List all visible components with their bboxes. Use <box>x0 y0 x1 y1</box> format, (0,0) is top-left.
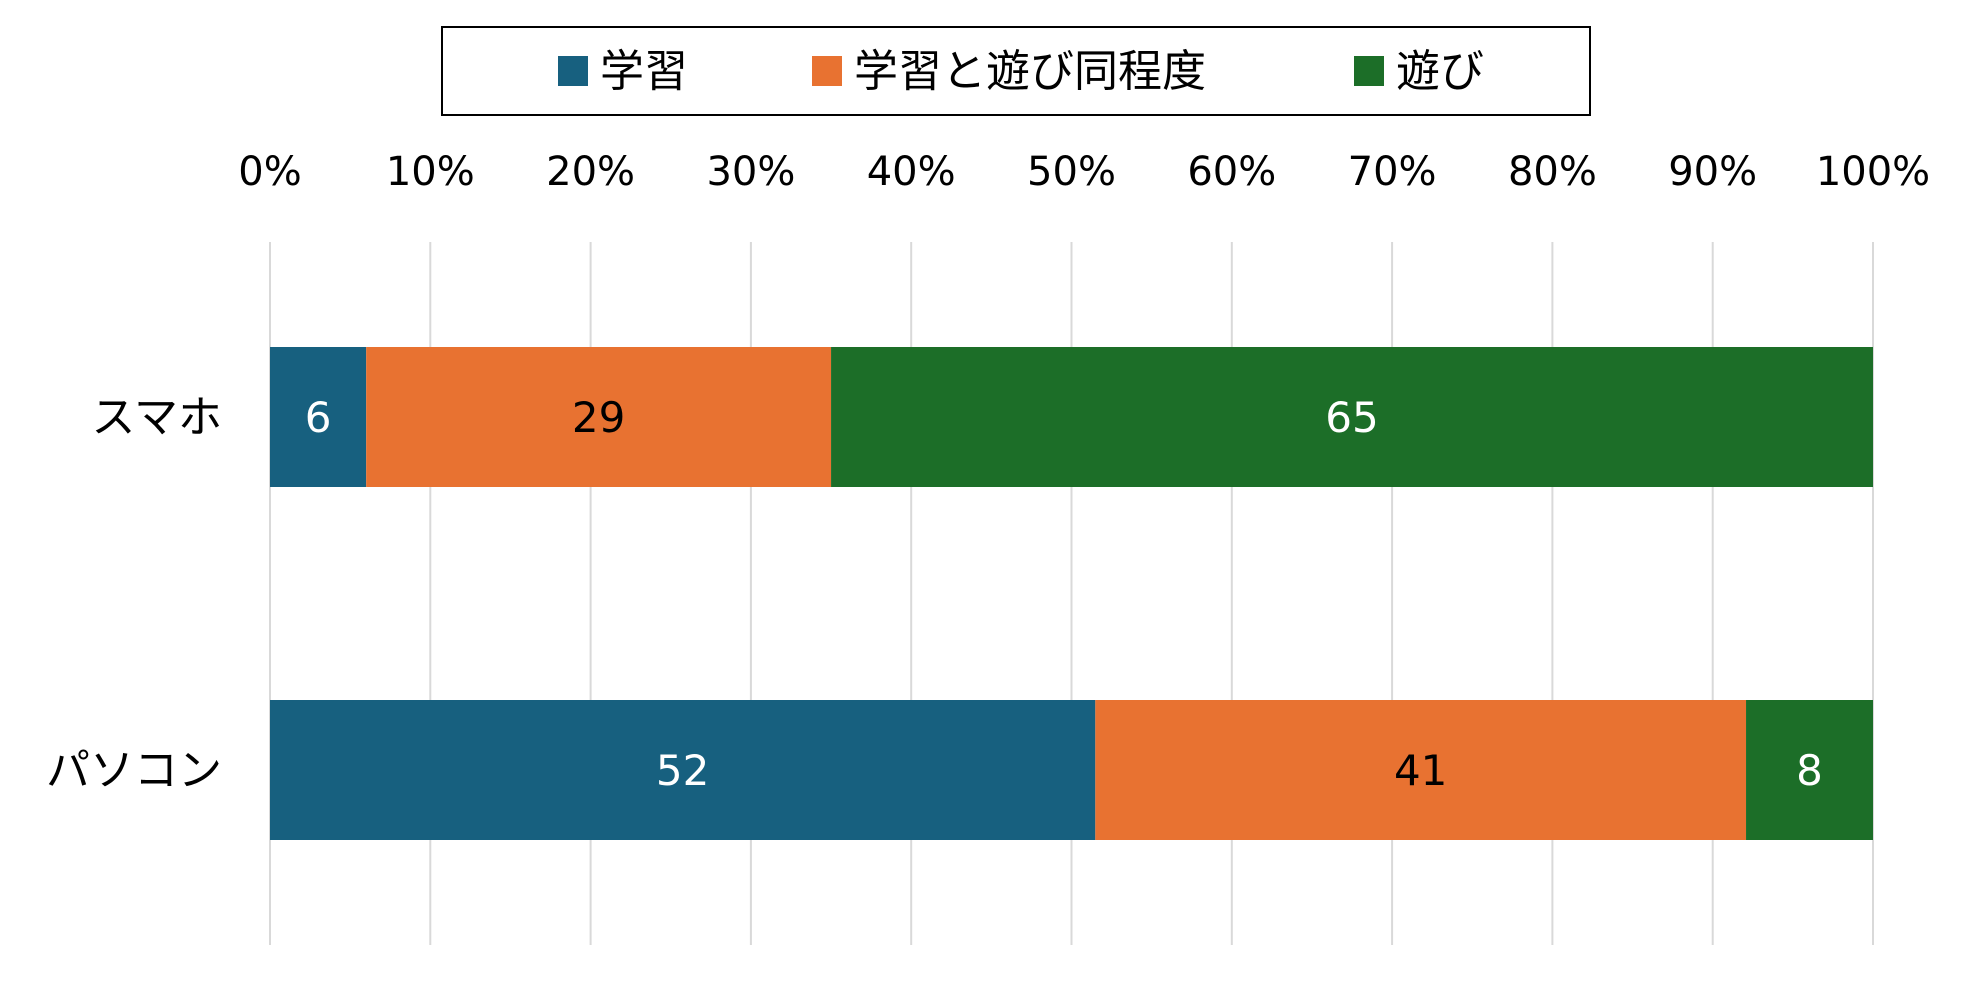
x-tick-label: 0% <box>238 149 301 195</box>
legend-label: 学習 <box>600 46 688 97</box>
legend-swatch <box>812 56 842 86</box>
x-tick-label: 100% <box>1816 149 1930 195</box>
legend-swatch <box>1354 56 1384 86</box>
legend-label: 学習と遊び同程度 <box>854 46 1206 97</box>
bar-segment <box>831 347 1873 487</box>
bar-segment <box>1746 700 1873 840</box>
legend: 学習 学習と遊び同程度 遊び <box>441 26 1591 116</box>
x-axis-ticks: 0% 10% 20% 30% 40% 50% 60% 70% 80% 90% 100% <box>238 149 1930 195</box>
bar-segment <box>1095 700 1747 840</box>
data-label: 52 <box>656 746 709 795</box>
x-tick-label: 80% <box>1508 149 1597 195</box>
x-tick-label: 30% <box>706 149 795 195</box>
bar-segment <box>270 347 367 487</box>
data-label: 8 <box>1796 746 1823 795</box>
legend-swatch <box>558 56 588 86</box>
category-label: パソコン <box>46 745 222 796</box>
x-tick-label: 50% <box>1027 149 1116 195</box>
bar-segment <box>366 347 832 487</box>
data-label: 6 <box>305 393 332 442</box>
x-tick-label: 70% <box>1348 149 1437 195</box>
x-tick-label: 90% <box>1668 149 1757 195</box>
legend-label: 遊び <box>1396 46 1484 97</box>
x-tick-label: 20% <box>546 149 635 195</box>
bars: 6 29 65 52 41 8 <box>270 347 1873 840</box>
legend-box <box>441 26 1591 116</box>
x-tick-label: 10% <box>386 149 475 195</box>
data-label: 41 <box>1394 746 1447 795</box>
data-label: 29 <box>572 393 625 442</box>
bar-segment <box>270 700 1096 840</box>
x-tick-label: 40% <box>867 149 956 195</box>
category-label: スマホ <box>91 392 222 443</box>
x-tick-label: 60% <box>1187 149 1276 195</box>
data-label: 65 <box>1325 393 1378 442</box>
